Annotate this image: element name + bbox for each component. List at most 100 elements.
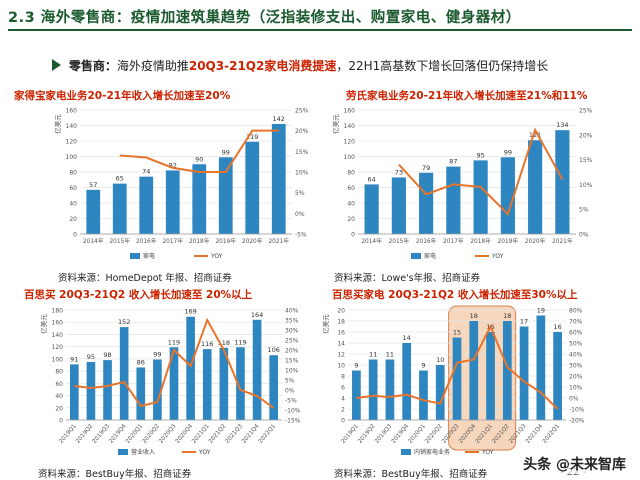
x-tick-label: 2015年 (109, 237, 130, 245)
y-tick-label: 120 (66, 139, 78, 146)
y-tick-label: 0 (59, 418, 63, 425)
legend-label-bar: 营业收入 (131, 448, 155, 456)
y-tick-label: 12 (337, 352, 345, 359)
y-tick-label: 140 (52, 332, 64, 339)
y-tick-label: 20 (55, 405, 63, 412)
bar-data-label: 74 (142, 168, 150, 176)
bar (252, 319, 262, 420)
y-tick-label: 60 (69, 185, 77, 192)
bar-data-label: 73 (395, 168, 403, 176)
summary-label: 零售商： (68, 59, 117, 73)
bar-data-label: 169 (184, 308, 196, 316)
bar-data-label: 86 (137, 358, 145, 366)
y-tick-label: 20 (69, 216, 77, 223)
bar-data-label: 98 (103, 351, 111, 359)
legend-label-bar: 家电 (143, 252, 155, 260)
chart-bestbuy: 0 20 40 60 80 100 120 140 160 180 -15% -10% -5% 0% 5% 1… (40, 308, 301, 457)
bar (236, 347, 245, 420)
y-tick-label: 100 (344, 154, 356, 161)
bar-data-label: 87 (449, 158, 457, 166)
legend-swatch-bar (411, 253, 421, 259)
bar (218, 157, 233, 234)
y-tick-label: 2 (341, 407, 345, 414)
bar-data-label: 9 (354, 362, 358, 370)
y-tick-label: 0 (341, 418, 345, 425)
y2-tick-label: 60% (569, 330, 583, 337)
y2-tick-label: 15% (285, 358, 299, 365)
highlight-region (448, 305, 517, 451)
bar (528, 140, 543, 234)
y2-tick-label: 25% (285, 338, 299, 345)
y2-tick-label: 5% (295, 190, 305, 197)
chart-title-homedepot: 家得宝家电业务20-21年收入增长加速至20% (14, 90, 231, 102)
yoy-line (119, 129, 279, 173)
chart-title-lowes: 劳氏家电业务20-21年收入增长加速至21%和11% (346, 90, 588, 102)
bar (169, 347, 179, 420)
y-tick-label: 100 (66, 154, 78, 161)
chart-bestbuy-appliance: 0 2 4 6 8 10 12 14 16 18 20 -20% -10% 0% 10% 20% 30% 40% 5… (322, 305, 585, 456)
page-title: 2.3 海外零售商：疫情加速筑巢趋势（泛指装修支出、购置家电、健身器材） (8, 10, 521, 26)
bar (502, 321, 512, 420)
y2-tick-label: 0% (569, 396, 579, 403)
y2-tick-label: 20% (285, 348, 299, 355)
bar (452, 337, 462, 420)
bar (202, 349, 212, 420)
bar-data-label: 91 (70, 355, 78, 363)
bar-data-label: 64 (367, 175, 375, 183)
summary-text-b: ，22H1高基数下增长回落但仍保持增长 (336, 59, 549, 73)
x-tick-label: 2018年 (470, 237, 491, 245)
triangle-bullet-icon (52, 59, 61, 71)
y-tick-label: 80 (69, 170, 77, 177)
bar-data-label: 9 (421, 362, 425, 370)
bar (519, 326, 529, 420)
x-tick-label: 2020年 (242, 237, 263, 245)
y-tick-label: 140 (66, 123, 78, 130)
source-lowes: 资料来源：Lowe's年报、招商证券 (334, 273, 481, 284)
y-tick-label: 160 (344, 108, 356, 115)
bar (69, 364, 79, 420)
y2-tick-label: 0% (579, 232, 589, 239)
y2-tick-label: -10% (569, 407, 585, 414)
y2-tick-label: -5% (285, 398, 297, 405)
x-tick-label: 2020年 (525, 237, 546, 245)
bar-data-label: 11 (369, 351, 377, 359)
y2-tick-label: 10% (579, 182, 593, 189)
bar (119, 327, 129, 420)
bar-data-label: 95 (476, 151, 484, 159)
legend-label-bar: 内销家电业务 (414, 448, 450, 456)
yoy-line (398, 127, 564, 217)
y2-tick-label: 15% (295, 149, 309, 156)
y-tick-label: 0 (73, 232, 77, 239)
bar (500, 157, 515, 234)
y-tick-label: 120 (52, 344, 64, 351)
bar-data-label: 14 (403, 334, 411, 342)
legend-label-bar: 家电 (424, 252, 436, 260)
source-bestbuy-appliance: 资料来源：BestBuy年报、招商证券 (334, 469, 488, 480)
bar (419, 172, 434, 234)
chart-lowes: 0 20 40 60 80 100 120 140 160 0% 5% 10% 15% 20% 25% 亿美元… (332, 108, 593, 261)
bar (269, 355, 279, 420)
y-tick-label: 180 (52, 308, 64, 315)
bar (186, 316, 195, 420)
y-tick-label: 60 (347, 185, 355, 192)
bar (473, 160, 488, 234)
bar-data-label: 106 (267, 346, 279, 354)
y2-tick-label: -15% (285, 418, 301, 425)
bar (385, 359, 395, 420)
title-rule (8, 29, 632, 31)
y2-tick-label: -20% (569, 418, 585, 425)
y2-tick-label: 0% (295, 211, 305, 218)
bar (219, 347, 229, 420)
y-tick-label: 40 (69, 201, 77, 208)
y-tick-label: 18 (337, 319, 345, 326)
bar-data-label: 164 (251, 311, 263, 319)
source-bestbuy: 资料来源：BestBuy年报、招商证券 (38, 469, 192, 480)
chart-homedepot: 0 20 40 60 80 100 120 140 160 -5% 0% 5% 10% 15% 20% 25%… (54, 108, 309, 261)
bar (153, 359, 162, 420)
y2-tick-label: 10% (295, 170, 309, 177)
y2-tick-label: 0% (285, 388, 295, 395)
y2-tick-label: -10% (285, 408, 301, 415)
y-axis-title: 亿美元 (54, 114, 62, 134)
y2-tick-label: 25% (579, 108, 593, 115)
y-tick-label: 4 (341, 396, 345, 403)
